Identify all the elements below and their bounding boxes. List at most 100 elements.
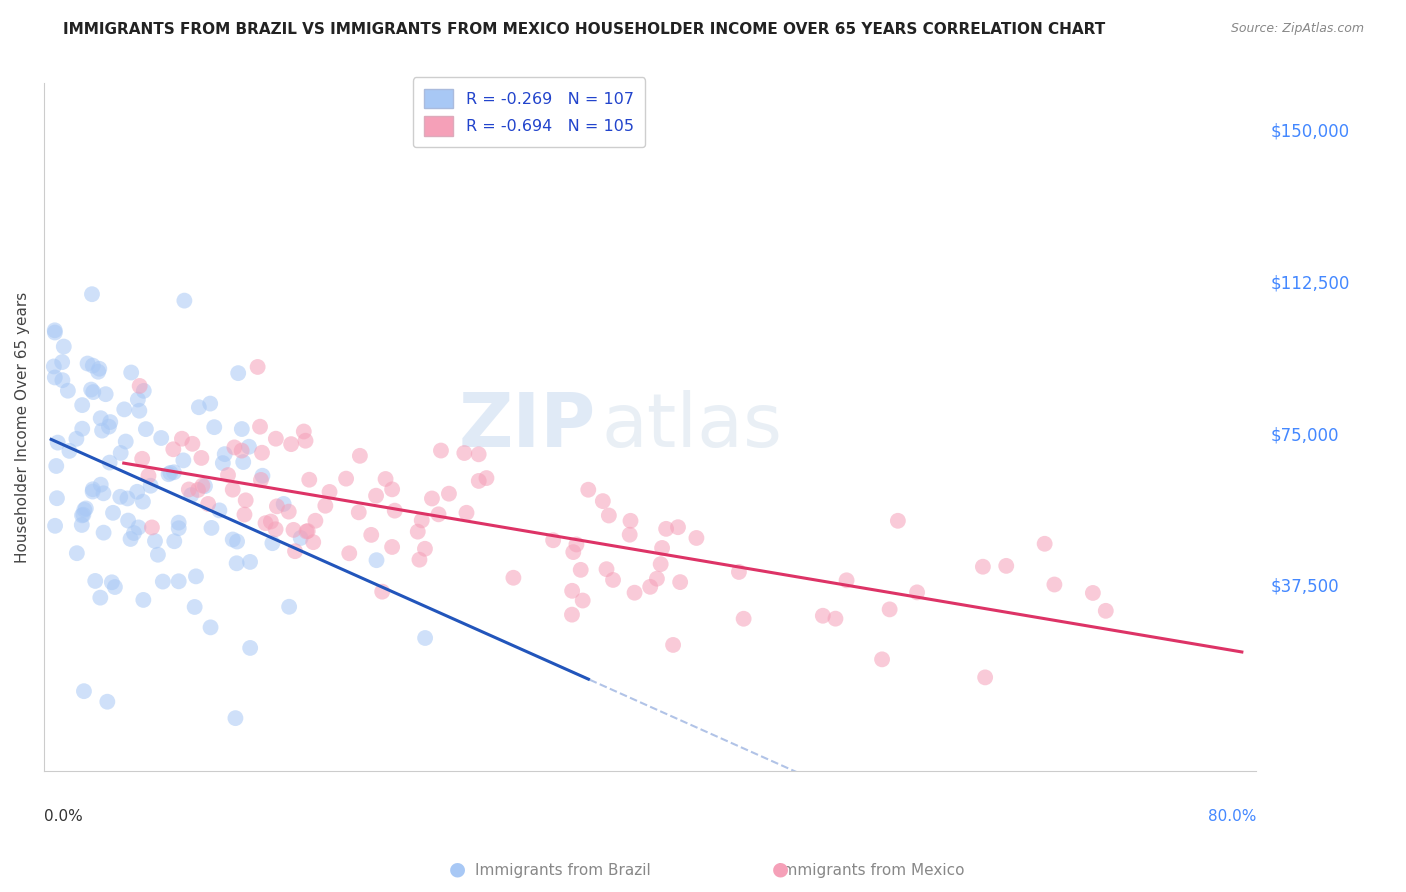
Point — [995, 558, 1018, 573]
Point — [298, 473, 321, 487]
Point — [887, 514, 910, 528]
Point — [45, 458, 67, 473]
Point — [98, 415, 121, 429]
Point — [360, 528, 382, 542]
Point — [132, 494, 155, 508]
Point — [824, 612, 846, 626]
Point — [278, 599, 301, 614]
Point — [170, 432, 193, 446]
Point — [408, 552, 430, 566]
Point — [167, 516, 190, 530]
Point — [117, 491, 139, 506]
Point — [318, 485, 340, 500]
Point — [94, 387, 117, 401]
Point — [82, 359, 104, 373]
Point — [302, 535, 325, 549]
Point — [180, 488, 202, 502]
Point — [273, 497, 295, 511]
Point — [1081, 586, 1104, 600]
Point — [561, 607, 583, 622]
Point — [811, 608, 834, 623]
Point — [413, 541, 436, 556]
Point — [46, 435, 69, 450]
Point — [159, 466, 181, 480]
Text: ●: ● — [449, 859, 465, 878]
Point — [252, 468, 274, 483]
Point — [127, 484, 149, 499]
Point — [254, 516, 277, 530]
Point — [337, 546, 360, 560]
Point — [150, 431, 173, 445]
Point — [297, 524, 319, 538]
Point — [576, 483, 599, 497]
Point — [82, 385, 104, 400]
Point — [80, 383, 103, 397]
Point — [44, 326, 66, 340]
Point — [66, 546, 89, 560]
Point — [413, 631, 436, 645]
Point — [197, 497, 219, 511]
Point — [246, 359, 269, 374]
Text: 80.0%: 80.0% — [1208, 808, 1257, 823]
Point — [592, 494, 614, 508]
Point — [595, 562, 617, 576]
Point — [411, 513, 433, 527]
Point — [84, 574, 107, 588]
Point — [89, 361, 111, 376]
Point — [194, 479, 217, 493]
Point — [127, 520, 149, 534]
Point — [70, 518, 93, 533]
Point — [56, 384, 79, 398]
Point — [104, 580, 127, 594]
Point — [292, 425, 315, 439]
Point — [97, 419, 120, 434]
Point — [172, 453, 194, 467]
Point — [202, 420, 225, 434]
Point — [598, 508, 620, 523]
Point — [52, 340, 75, 354]
Point — [198, 396, 221, 410]
Point — [406, 524, 429, 539]
Point — [65, 432, 87, 446]
Point — [224, 711, 246, 725]
Point — [128, 403, 150, 417]
Point — [972, 559, 994, 574]
Point — [191, 478, 214, 492]
Point — [117, 514, 139, 528]
Point — [187, 483, 209, 497]
Point — [82, 484, 104, 499]
Text: $75,000: $75,000 — [1271, 426, 1340, 444]
Text: ZIP: ZIP — [458, 391, 596, 464]
Point — [562, 545, 585, 559]
Point — [163, 534, 186, 549]
Point — [280, 437, 302, 451]
Point — [475, 471, 498, 485]
Point — [143, 534, 166, 549]
Point — [974, 670, 997, 684]
Point — [184, 569, 207, 583]
Point — [208, 503, 231, 517]
Point — [122, 526, 145, 541]
Point — [163, 465, 186, 479]
Point — [80, 287, 103, 301]
Point — [128, 379, 150, 393]
Point — [295, 524, 318, 539]
Point — [70, 398, 93, 412]
Y-axis label: Householder Income Over 65 years: Householder Income Over 65 years — [15, 292, 30, 563]
Point — [73, 502, 96, 516]
Point — [264, 432, 287, 446]
Text: Immigrants from Mexico: Immigrants from Mexico — [779, 863, 965, 879]
Point — [314, 499, 336, 513]
Point — [93, 486, 115, 500]
Point — [623, 585, 645, 599]
Point — [467, 447, 489, 461]
Point — [371, 584, 394, 599]
Point — [110, 490, 132, 504]
Point — [294, 434, 316, 448]
Point — [72, 508, 94, 522]
Point — [420, 491, 443, 506]
Point — [650, 557, 672, 571]
Point — [427, 508, 450, 522]
Point — [89, 591, 111, 605]
Point — [217, 468, 239, 483]
